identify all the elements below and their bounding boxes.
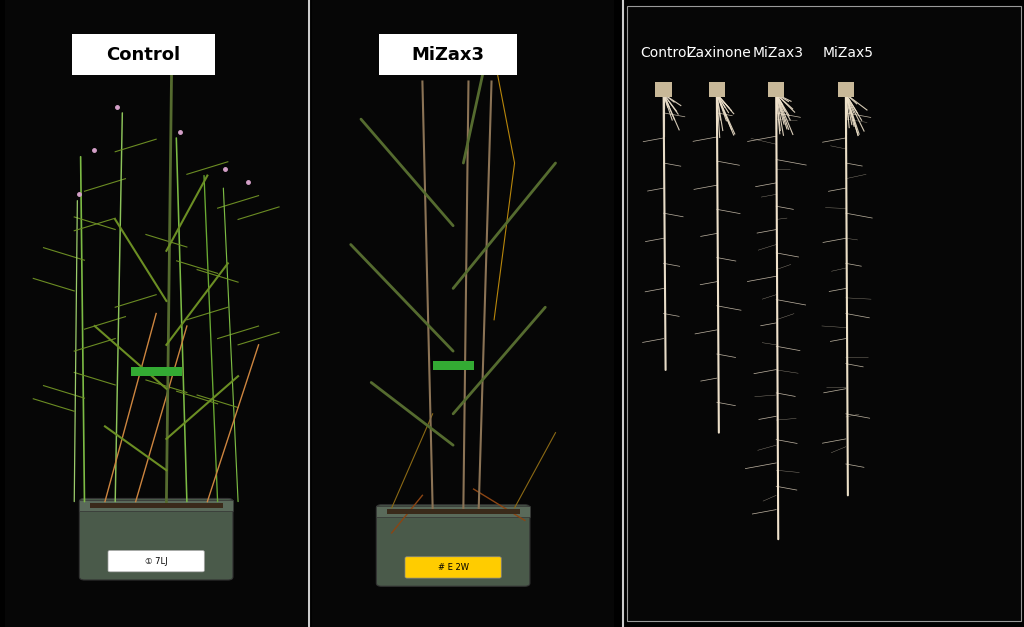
- Bar: [387, 509, 520, 514]
- Bar: [432, 361, 473, 370]
- Bar: [627, 6, 1021, 621]
- Bar: [377, 506, 530, 517]
- Bar: [768, 82, 784, 97]
- FancyBboxPatch shape: [377, 505, 530, 586]
- Bar: [838, 82, 854, 97]
- Text: MiZax3: MiZax3: [753, 46, 804, 60]
- FancyBboxPatch shape: [72, 34, 215, 75]
- Bar: [709, 82, 725, 97]
- Text: ① 7LJ: ① 7LJ: [144, 557, 168, 566]
- FancyBboxPatch shape: [379, 34, 517, 75]
- Bar: [79, 500, 233, 511]
- Text: Control: Control: [106, 46, 180, 64]
- Bar: [5, 0, 307, 627]
- Text: Zaxinone: Zaxinone: [686, 46, 752, 60]
- FancyBboxPatch shape: [79, 498, 233, 580]
- Bar: [655, 82, 672, 97]
- Bar: [312, 0, 614, 627]
- Bar: [90, 503, 223, 508]
- Bar: [131, 367, 182, 376]
- Text: MiZax3: MiZax3: [412, 46, 484, 64]
- FancyBboxPatch shape: [109, 551, 205, 572]
- Text: Control: Control: [640, 46, 691, 60]
- FancyBboxPatch shape: [406, 557, 502, 578]
- Text: # E 2W: # E 2W: [437, 563, 469, 572]
- Text: MiZax5: MiZax5: [822, 46, 873, 60]
